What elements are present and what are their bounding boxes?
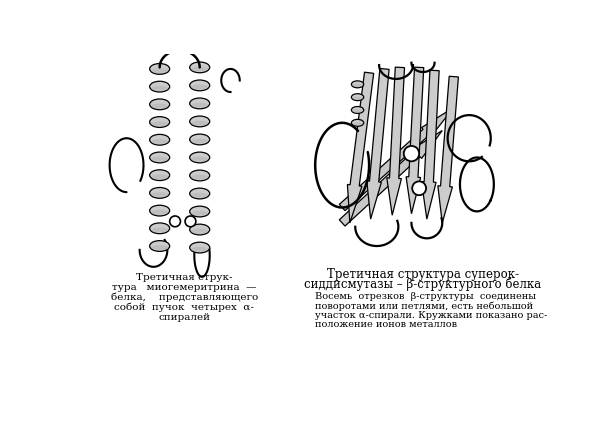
- Circle shape: [412, 182, 426, 195]
- Polygon shape: [438, 76, 458, 223]
- Text: тура   миогемеритрина  —: тура миогемеритрина —: [112, 283, 257, 292]
- Ellipse shape: [191, 120, 208, 125]
- Polygon shape: [387, 67, 404, 215]
- Ellipse shape: [190, 152, 210, 163]
- Circle shape: [185, 216, 196, 227]
- Ellipse shape: [352, 120, 364, 126]
- Ellipse shape: [190, 170, 210, 181]
- Ellipse shape: [149, 205, 170, 216]
- Ellipse shape: [149, 117, 170, 128]
- Text: белка,    представляющего: белка, представляющего: [110, 293, 258, 302]
- Ellipse shape: [149, 134, 170, 145]
- Ellipse shape: [191, 229, 208, 234]
- Ellipse shape: [190, 188, 210, 199]
- Polygon shape: [406, 67, 424, 214]
- Ellipse shape: [151, 86, 168, 91]
- Ellipse shape: [191, 85, 208, 90]
- Ellipse shape: [151, 139, 168, 144]
- Polygon shape: [421, 70, 439, 219]
- Ellipse shape: [151, 192, 168, 197]
- Ellipse shape: [352, 122, 363, 125]
- Circle shape: [170, 216, 181, 227]
- Ellipse shape: [190, 206, 210, 217]
- Text: положение ионов металлов: положение ионов металлов: [315, 320, 457, 329]
- Ellipse shape: [149, 99, 170, 110]
- Ellipse shape: [149, 241, 170, 252]
- Ellipse shape: [190, 116, 210, 127]
- Ellipse shape: [352, 109, 363, 112]
- Ellipse shape: [190, 224, 210, 235]
- Ellipse shape: [190, 98, 210, 109]
- Polygon shape: [340, 107, 454, 211]
- Ellipse shape: [151, 210, 168, 215]
- Ellipse shape: [191, 193, 208, 198]
- Ellipse shape: [149, 81, 170, 92]
- Ellipse shape: [149, 223, 170, 234]
- Ellipse shape: [191, 66, 208, 71]
- Ellipse shape: [352, 94, 364, 101]
- Ellipse shape: [190, 242, 210, 253]
- Circle shape: [404, 146, 419, 161]
- Ellipse shape: [151, 68, 168, 73]
- Text: спиралей: спиралей: [158, 313, 210, 322]
- Ellipse shape: [151, 103, 168, 108]
- Ellipse shape: [151, 227, 168, 232]
- Polygon shape: [367, 69, 389, 219]
- Ellipse shape: [149, 170, 170, 181]
- Ellipse shape: [151, 157, 168, 161]
- Ellipse shape: [149, 63, 170, 74]
- Ellipse shape: [352, 107, 364, 113]
- Ellipse shape: [191, 211, 208, 215]
- Text: Третичная структура суперок-: Третичная структура суперок-: [327, 268, 519, 281]
- Ellipse shape: [190, 80, 210, 91]
- Text: Восемь  отрезков  β-структуры  соединены: Восемь отрезков β-структуры соединены: [315, 292, 536, 301]
- Ellipse shape: [149, 187, 170, 198]
- Ellipse shape: [151, 245, 168, 250]
- Polygon shape: [339, 131, 442, 226]
- Ellipse shape: [190, 62, 210, 73]
- Polygon shape: [347, 72, 374, 223]
- Ellipse shape: [191, 139, 208, 144]
- Ellipse shape: [191, 103, 208, 107]
- Ellipse shape: [352, 81, 364, 88]
- Ellipse shape: [190, 134, 210, 145]
- Ellipse shape: [151, 174, 168, 179]
- Text: сиддисмутазы – β-структурного белка: сиддисмутазы – β-структурного белка: [304, 277, 542, 291]
- Text: участок α-спирали. Кружками показано рас-: участок α-спирали. Кружками показано рас…: [315, 311, 547, 320]
- Text: Третичная струк-: Третичная струк-: [136, 273, 233, 282]
- Ellipse shape: [352, 97, 363, 100]
- Text: поворотами или петлями, есть небольшой: поворотами или петлями, есть небольшой: [315, 301, 533, 311]
- Text: собой  пучок  четырех  α-: собой пучок четырех α-: [115, 303, 254, 313]
- Ellipse shape: [352, 84, 363, 87]
- Ellipse shape: [191, 247, 208, 252]
- Ellipse shape: [149, 152, 170, 163]
- Ellipse shape: [151, 121, 168, 126]
- Ellipse shape: [191, 175, 208, 180]
- Ellipse shape: [191, 157, 208, 161]
